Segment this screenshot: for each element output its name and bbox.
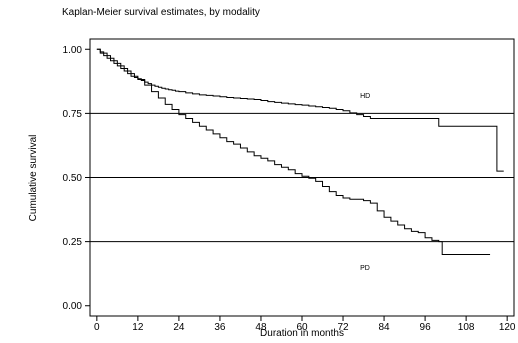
y-tick-label: 0.50 [63, 173, 83, 184]
series-line-hd [96, 48, 504, 172]
x-tick-label: 12 [132, 322, 144, 333]
x-tick-label: 72 [337, 322, 349, 333]
y-tick-label: 1.00 [63, 45, 83, 56]
series-label-pd: PD [360, 265, 370, 272]
x-tick-label: 120 [499, 322, 516, 333]
x-tick-label: 84 [379, 322, 391, 333]
series-line-pd [96, 48, 491, 255]
x-tick-label: 60 [296, 322, 308, 333]
x-axis-label: Duration in months [260, 328, 344, 339]
x-tick-label: 24 [173, 322, 185, 333]
x-tick-label: 108 [458, 322, 475, 333]
x-tick-label: 0 [94, 322, 100, 333]
x-tick-label: 96 [420, 322, 432, 333]
series-label-hd: HD [360, 93, 370, 100]
x-tick-label: 36 [214, 322, 226, 333]
y-axis-label: Cumulative survival [28, 135, 39, 222]
y-tick-label: 0.75 [63, 109, 83, 120]
x-tick-label: 48 [255, 322, 267, 333]
chart-title: Kaplan-Meier survival estimates, by moda… [62, 7, 260, 18]
y-tick-label: 0.25 [63, 237, 83, 248]
y-tick-label: 0.00 [63, 301, 83, 312]
